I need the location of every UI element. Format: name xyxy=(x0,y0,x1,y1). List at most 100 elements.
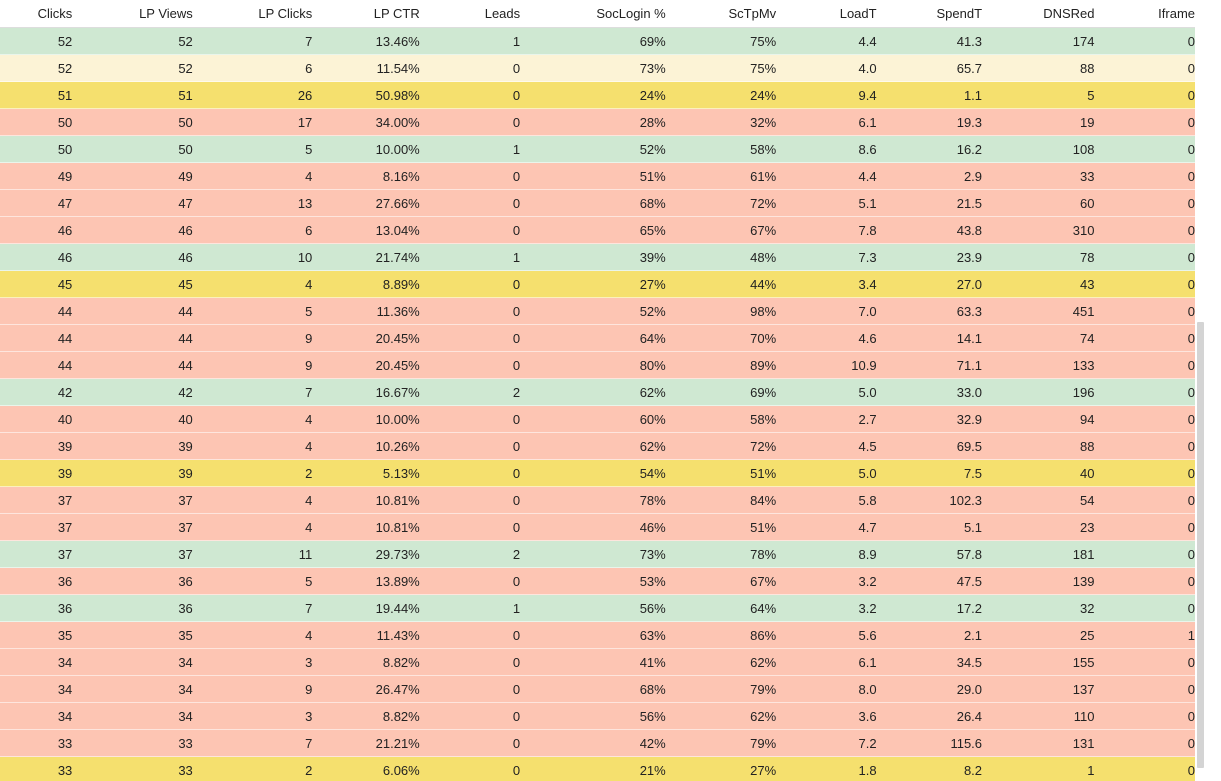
table-cell: 7 xyxy=(192,594,313,622)
table-cell: 19.44% xyxy=(312,594,420,622)
table-cell: 115.6 xyxy=(876,729,983,757)
table-header: Clicks LP Views LP Clicks LP CTR Leads SocLog… xyxy=(0,0,1195,28)
table-cell: 37 xyxy=(72,540,193,568)
table-cell: 36 xyxy=(72,567,193,595)
table-row[interactable]: 39 39 2 5.13% 0 54% 51% 5.0 7.5 40 0 xyxy=(0,459,1195,487)
table-row[interactable]: 50 50 17 34.00% 0 28% 32% 6.1 19.3 19 0 xyxy=(0,108,1195,136)
table-row[interactable]: 52 52 7 13.46% 1 69% 75% 4.4 41.3 174 0 xyxy=(0,27,1195,55)
table-cell: 89% xyxy=(665,351,777,379)
table-cell: 3 xyxy=(192,702,313,730)
table-cell: 32.9 xyxy=(876,405,983,433)
column-header-lp-views[interactable]: LP Views xyxy=(72,0,193,28)
table-cell: 48% xyxy=(665,243,777,271)
table-cell: 6 xyxy=(192,216,313,244)
table-cell: 28% xyxy=(520,108,666,136)
table-cell: 45 xyxy=(0,270,73,298)
table-row[interactable]: 34 34 9 26.47% 0 68% 79% 8.0 29.0 137 0 xyxy=(0,675,1195,703)
table-cell: 44 xyxy=(0,297,73,325)
table-row[interactable]: 37 37 4 10.81% 0 46% 51% 4.7 5.1 23 0 xyxy=(0,513,1195,541)
table-row[interactable]: 37 37 4 10.81% 0 78% 84% 5.8 102.3 54 0 xyxy=(0,486,1195,514)
table-cell: 27.66% xyxy=(312,189,420,217)
column-header-lp-clicks[interactable]: LP Clicks xyxy=(192,0,313,28)
table-cell: 0 xyxy=(1094,756,1195,781)
table-row[interactable]: 39 39 4 10.26% 0 62% 72% 4.5 69.5 88 0 xyxy=(0,432,1195,460)
table-cell: 35 xyxy=(0,621,73,649)
table-cell: 0 xyxy=(419,405,521,433)
table-cell: 42 xyxy=(72,378,193,406)
table-cell: 34 xyxy=(72,675,193,703)
table-row[interactable]: 50 50 5 10.00% 1 52% 58% 8.6 16.2 108 0 xyxy=(0,135,1195,163)
table-row[interactable]: 46 46 6 13.04% 0 65% 67% 7.8 43.8 310 0 xyxy=(0,216,1195,244)
table-cell: 0 xyxy=(419,297,521,325)
table-cell: 0 xyxy=(1094,27,1195,55)
table-row[interactable]: 34 34 3 8.82% 0 56% 62% 3.6 26.4 110 0 xyxy=(0,702,1195,730)
table-cell: 51% xyxy=(665,513,777,541)
table-cell: 21.5 xyxy=(876,189,983,217)
table-row[interactable]: 49 49 4 8.16% 0 51% 61% 4.4 2.9 33 0 xyxy=(0,162,1195,190)
table-cell: 73% xyxy=(520,54,666,82)
table-cell: 65% xyxy=(520,216,666,244)
table-cell: 40 xyxy=(72,405,193,433)
column-header-dnsred[interactable]: DNSRed xyxy=(982,0,1095,28)
column-header-spendt[interactable]: SpendT xyxy=(876,0,983,28)
table-cell: 8.82% xyxy=(312,648,420,676)
table-cell: 11.36% xyxy=(312,297,420,325)
table-cell: 0 xyxy=(419,756,521,781)
table-row[interactable]: 34 34 3 8.82% 0 41% 62% 6.1 34.5 155 0 xyxy=(0,648,1195,676)
table-cell: 54 xyxy=(982,486,1095,514)
table-row[interactable]: 47 47 13 27.66% 0 68% 72% 5.1 21.5 60 0 xyxy=(0,189,1195,217)
table-cell: 33 xyxy=(0,729,73,757)
table-cell: 0 xyxy=(419,702,521,730)
table-row[interactable]: 44 44 9 20.45% 0 80% 89% 10.9 71.1 133 0 xyxy=(0,351,1195,379)
table-cell: 40 xyxy=(982,459,1095,487)
column-header-leads[interactable]: Leads xyxy=(419,0,521,28)
table-row[interactable]: 44 44 5 11.36% 0 52% 98% 7.0 63.3 451 0 xyxy=(0,297,1195,325)
table-cell: 49 xyxy=(0,162,73,190)
table-row[interactable]: 40 40 4 10.00% 0 60% 58% 2.7 32.9 94 0 xyxy=(0,405,1195,433)
table-cell: 19 xyxy=(982,108,1095,136)
table-row[interactable]: 42 42 7 16.67% 2 62% 69% 5.0 33.0 196 0 xyxy=(0,378,1195,406)
table-cell: 9.4 xyxy=(776,81,877,109)
column-header-iframe[interactable]: Iframe xyxy=(1094,0,1195,28)
table-cell: 75% xyxy=(665,54,777,82)
table-cell: 56% xyxy=(520,702,666,730)
table-row[interactable]: 51 51 26 50.98% 0 24% 24% 9.4 1.1 5 0 xyxy=(0,81,1195,109)
table-cell: 0 xyxy=(1094,594,1195,622)
column-header-loadt[interactable]: LoadT xyxy=(776,0,877,28)
table-cell: 6 xyxy=(192,54,313,82)
table-cell: 0 xyxy=(1094,702,1195,730)
table-cell: 0 xyxy=(1094,189,1195,217)
table-row[interactable]: 46 46 10 21.74% 1 39% 48% 7.3 23.9 78 0 xyxy=(0,243,1195,271)
table-cell: 8.16% xyxy=(312,162,420,190)
table-row[interactable]: 37 37 11 29.73% 2 73% 78% 8.9 57.8 181 0 xyxy=(0,540,1195,568)
table-cell: 2 xyxy=(419,378,521,406)
table-cell: 133 xyxy=(982,351,1095,379)
table-cell: 46 xyxy=(72,243,193,271)
table-cell: 0 xyxy=(419,324,521,352)
scrollbar-thumb[interactable] xyxy=(1197,322,1204,768)
table-cell: 24% xyxy=(665,81,777,109)
table-row[interactable]: 35 35 4 11.43% 0 63% 86% 5.6 2.1 25 1 xyxy=(0,621,1195,649)
table-cell: 16.67% xyxy=(312,378,420,406)
table-row[interactable]: 52 52 6 11.54% 0 73% 75% 4.0 65.7 88 0 xyxy=(0,54,1195,82)
table-cell: 68% xyxy=(520,189,666,217)
column-header-lp-ctr[interactable]: LP CTR xyxy=(312,0,420,28)
table-cell: 51 xyxy=(0,81,73,109)
table-cell: 34 xyxy=(72,648,193,676)
table-row[interactable]: 45 45 4 8.89% 0 27% 44% 3.4 27.0 43 0 xyxy=(0,270,1195,298)
table-cell: 17.2 xyxy=(876,594,983,622)
table-cell: 0 xyxy=(419,216,521,244)
column-header-sctpmv[interactable]: ScTpMv xyxy=(665,0,777,28)
table-cell: 0 xyxy=(1094,351,1195,379)
table-row[interactable]: 36 36 5 13.89% 0 53% 67% 3.2 47.5 139 0 xyxy=(0,567,1195,595)
table-cell: 32% xyxy=(665,108,777,136)
stats-table: Clicks LP Views LP Clicks LP CTR Leads SocLog… xyxy=(0,0,1195,781)
table-cell: 5.8 xyxy=(776,486,877,514)
table-row[interactable]: 33 33 2 6.06% 0 21% 27% 1.8 8.2 1 0 xyxy=(0,756,1195,781)
table-row[interactable]: 33 33 7 21.21% 0 42% 79% 7.2 115.6 131 0 xyxy=(0,729,1195,757)
table-cell: 78 xyxy=(982,243,1095,271)
column-header-clicks[interactable]: Clicks xyxy=(0,0,73,28)
column-header-soclogin[interactable]: SocLogin % xyxy=(520,0,666,28)
table-row[interactable]: 44 44 9 20.45% 0 64% 70% 4.6 14.1 74 0 xyxy=(0,324,1195,352)
table-row[interactable]: 36 36 7 19.44% 1 56% 64% 3.2 17.2 32 0 xyxy=(0,594,1195,622)
